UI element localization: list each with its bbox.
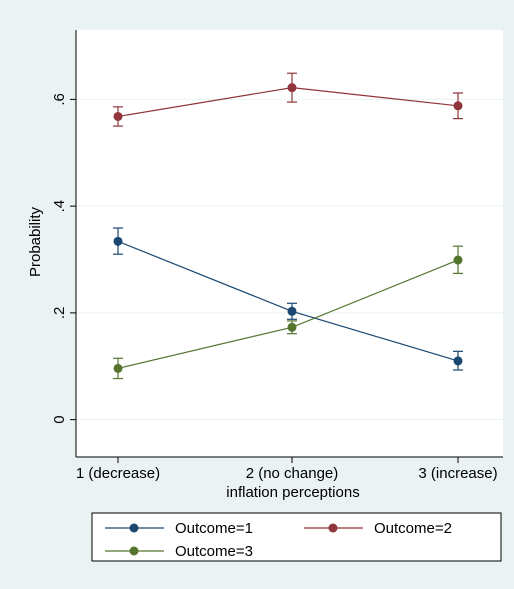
data-point — [287, 322, 297, 332]
data-point — [287, 83, 297, 93]
x-tick-label: 3 (increase) — [418, 465, 497, 482]
data-point — [113, 363, 123, 373]
legend-items: Outcome=1 Outcome=2 Outcome=3 — [105, 520, 452, 560]
y-axis-ticks: 0 .2 .4 .6 — [51, 93, 76, 424]
series-group — [113, 227, 463, 371]
legend: Outcome=1 Outcome=2 Outcome=3 — [91, 512, 502, 562]
data-point — [453, 356, 463, 366]
data-point — [453, 101, 463, 111]
x-axis-ticks: 1 (decrease) 2 (no change) 3 (increase) — [76, 457, 498, 482]
x-tick-label: 2 (no change) — [246, 465, 339, 482]
y-tick-label: .4 — [51, 200, 68, 213]
legend-label: Outcome=3 — [175, 543, 253, 560]
data-point — [113, 236, 123, 246]
y-axis-title: Probability — [27, 206, 44, 277]
legend-label: Outcome=2 — [374, 520, 452, 537]
data-point — [113, 111, 123, 121]
series-group — [113, 72, 463, 127]
y-tick-label: 0 — [51, 415, 68, 423]
x-tick-label: 1 (decrease) — [76, 465, 160, 482]
legend-box — [91, 512, 502, 562]
series-group — [113, 245, 463, 380]
data-point — [453, 255, 463, 265]
data-point — [287, 306, 297, 316]
x-axis-title: inflation perceptions — [226, 484, 359, 501]
legend-marker — [129, 546, 139, 556]
legend-marker — [129, 523, 139, 533]
y-tick-label: .6 — [51, 93, 68, 106]
y-tick-label: .2 — [51, 307, 68, 320]
legend-label: Outcome=1 — [175, 520, 253, 537]
legend-marker — [328, 523, 338, 533]
plot-area — [76, 30, 503, 457]
series-layer — [113, 72, 463, 380]
